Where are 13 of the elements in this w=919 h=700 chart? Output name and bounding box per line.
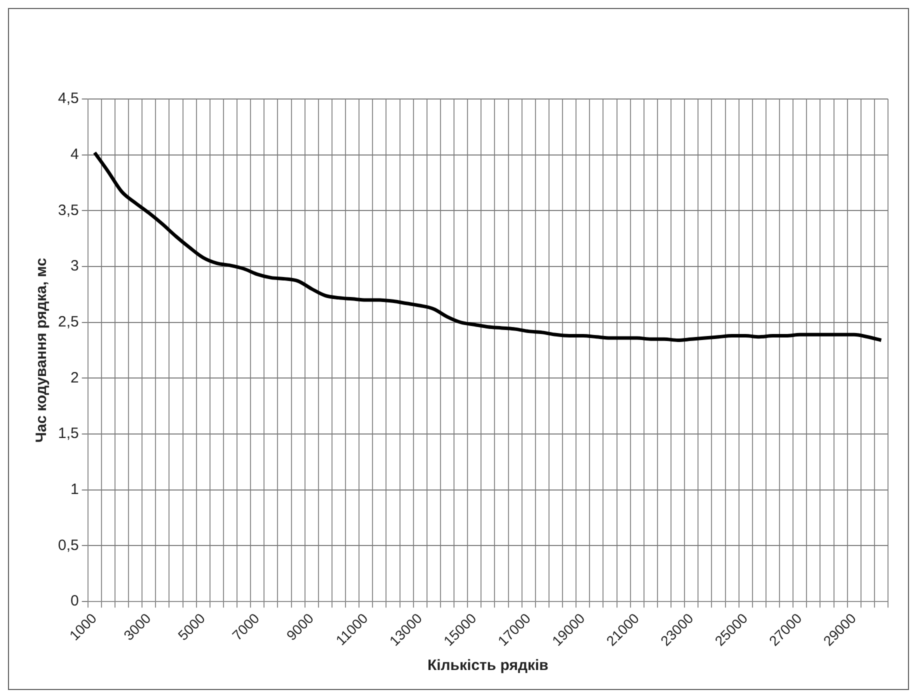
y-tick-label: 2,5 [58, 314, 79, 331]
x-axis-title: Кількість рядків [427, 657, 548, 674]
y-tick-label: 4 [70, 146, 79, 163]
line-series [92, 150, 883, 342]
y-tick-label: 3,5 [58, 202, 79, 219]
y-tick-label: 1 [70, 481, 79, 498]
y-tick-label: 2 [70, 369, 79, 386]
y-axis-title: Час кодування рядка, мс [33, 258, 50, 443]
y-tick-label: 4,5 [58, 90, 79, 108]
y-tick-label: 0 [70, 592, 79, 610]
y-tick-label: 0,5 [58, 536, 79, 554]
y-tick-label: 1,5 [58, 425, 79, 442]
y-tick-label: 3 [70, 258, 79, 275]
